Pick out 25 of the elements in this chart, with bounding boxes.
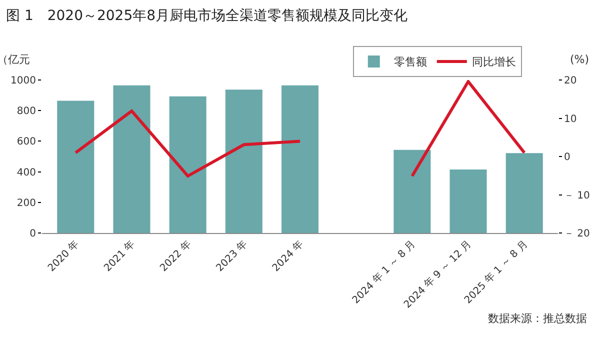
y2-tick-label: 20 [564, 76, 577, 86]
bar [394, 150, 431, 233]
bar [169, 96, 206, 233]
y2-tick-label: － 10 [564, 190, 590, 202]
y2-tick-label: － 20 [564, 228, 590, 240]
y-tick-label: 800 [16, 106, 36, 118]
y-tick-label: 0 [30, 228, 36, 240]
bar [281, 85, 319, 233]
bar [450, 170, 487, 233]
source-note: 数据来源：推总数据 [488, 312, 587, 325]
y-tick-label: 600 [16, 136, 36, 148]
y-tick-label: 200 [16, 198, 36, 209]
y2-axis-title: (%) [570, 53, 590, 66]
y-tick-label: 400 [16, 167, 36, 178]
bar [506, 153, 543, 233]
bar [57, 100, 94, 233]
bar [113, 85, 150, 233]
legend-label: 零售额 [394, 56, 427, 69]
y2-tick-label: 10 [564, 114, 577, 125]
chart-title: 图 1 2020～2025年8月厨电市场全渠道零售额规模及同比变化 [6, 8, 408, 24]
legend-label: 同比增长 [472, 56, 516, 69]
y2-tick-label: 0 [564, 152, 570, 163]
y-tick-label: 1000 [10, 76, 36, 86]
bar [225, 90, 262, 233]
y-axis-title: （亿元 [0, 53, 30, 66]
